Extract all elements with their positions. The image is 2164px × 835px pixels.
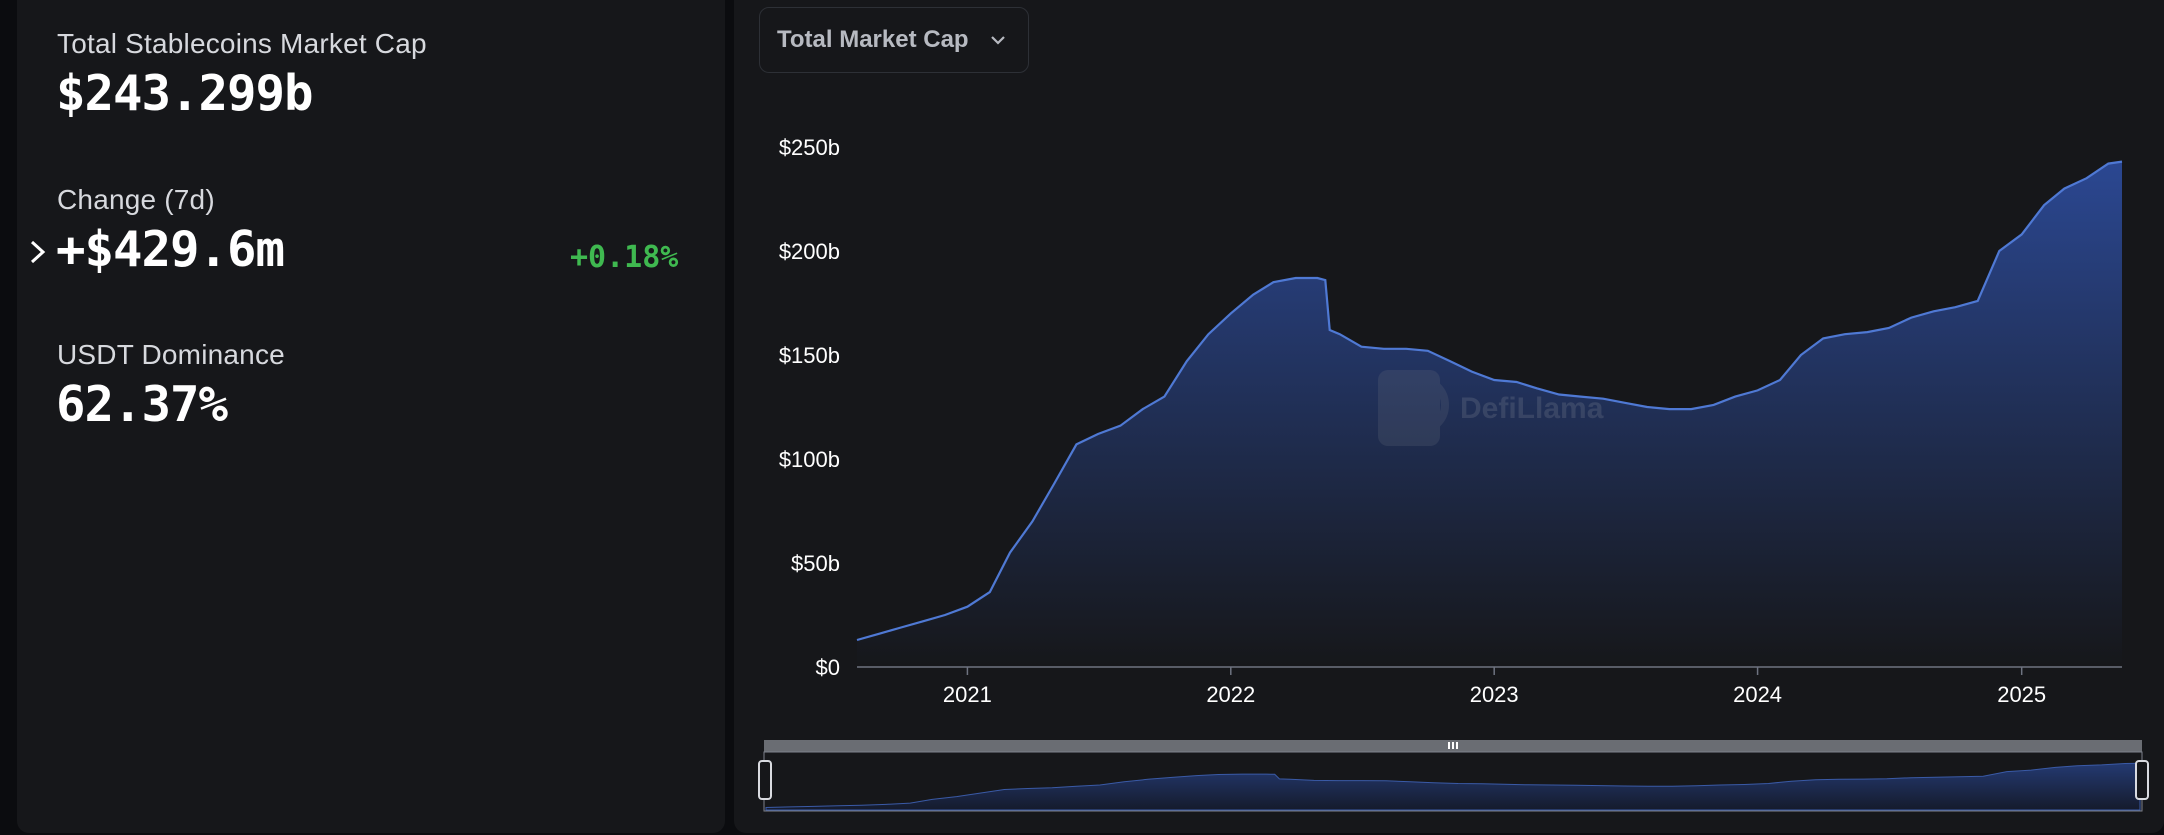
slider-handle-left[interactable] [758, 760, 772, 800]
change-percent: +0.18% [570, 240, 679, 275]
metric-dropdown-label: Total Market Cap [777, 26, 969, 53]
slider-handle-right[interactable] [2135, 760, 2149, 800]
dominance-value: 62.37% [56, 376, 228, 433]
range-slider[interactable] [758, 740, 2149, 812]
slider-grip-icon [1448, 742, 1458, 749]
chevron-right-icon[interactable] [27, 237, 49, 267]
chart-panel [734, 0, 2164, 833]
dominance-label: USDT Dominance [57, 339, 285, 370]
chevron-down-icon [990, 36, 1005, 45]
change-label: Change (7d) [57, 184, 215, 215]
overview-area [765, 762, 2141, 811]
change-value: +$429.6m [56, 221, 285, 278]
stats-panel [17, 0, 725, 833]
metric-dropdown[interactable]: Total Market Cap [759, 7, 1029, 73]
market-cap-label: Total Stablecoins Market Cap [57, 28, 427, 59]
market-cap-value: $243.299b [56, 65, 314, 122]
